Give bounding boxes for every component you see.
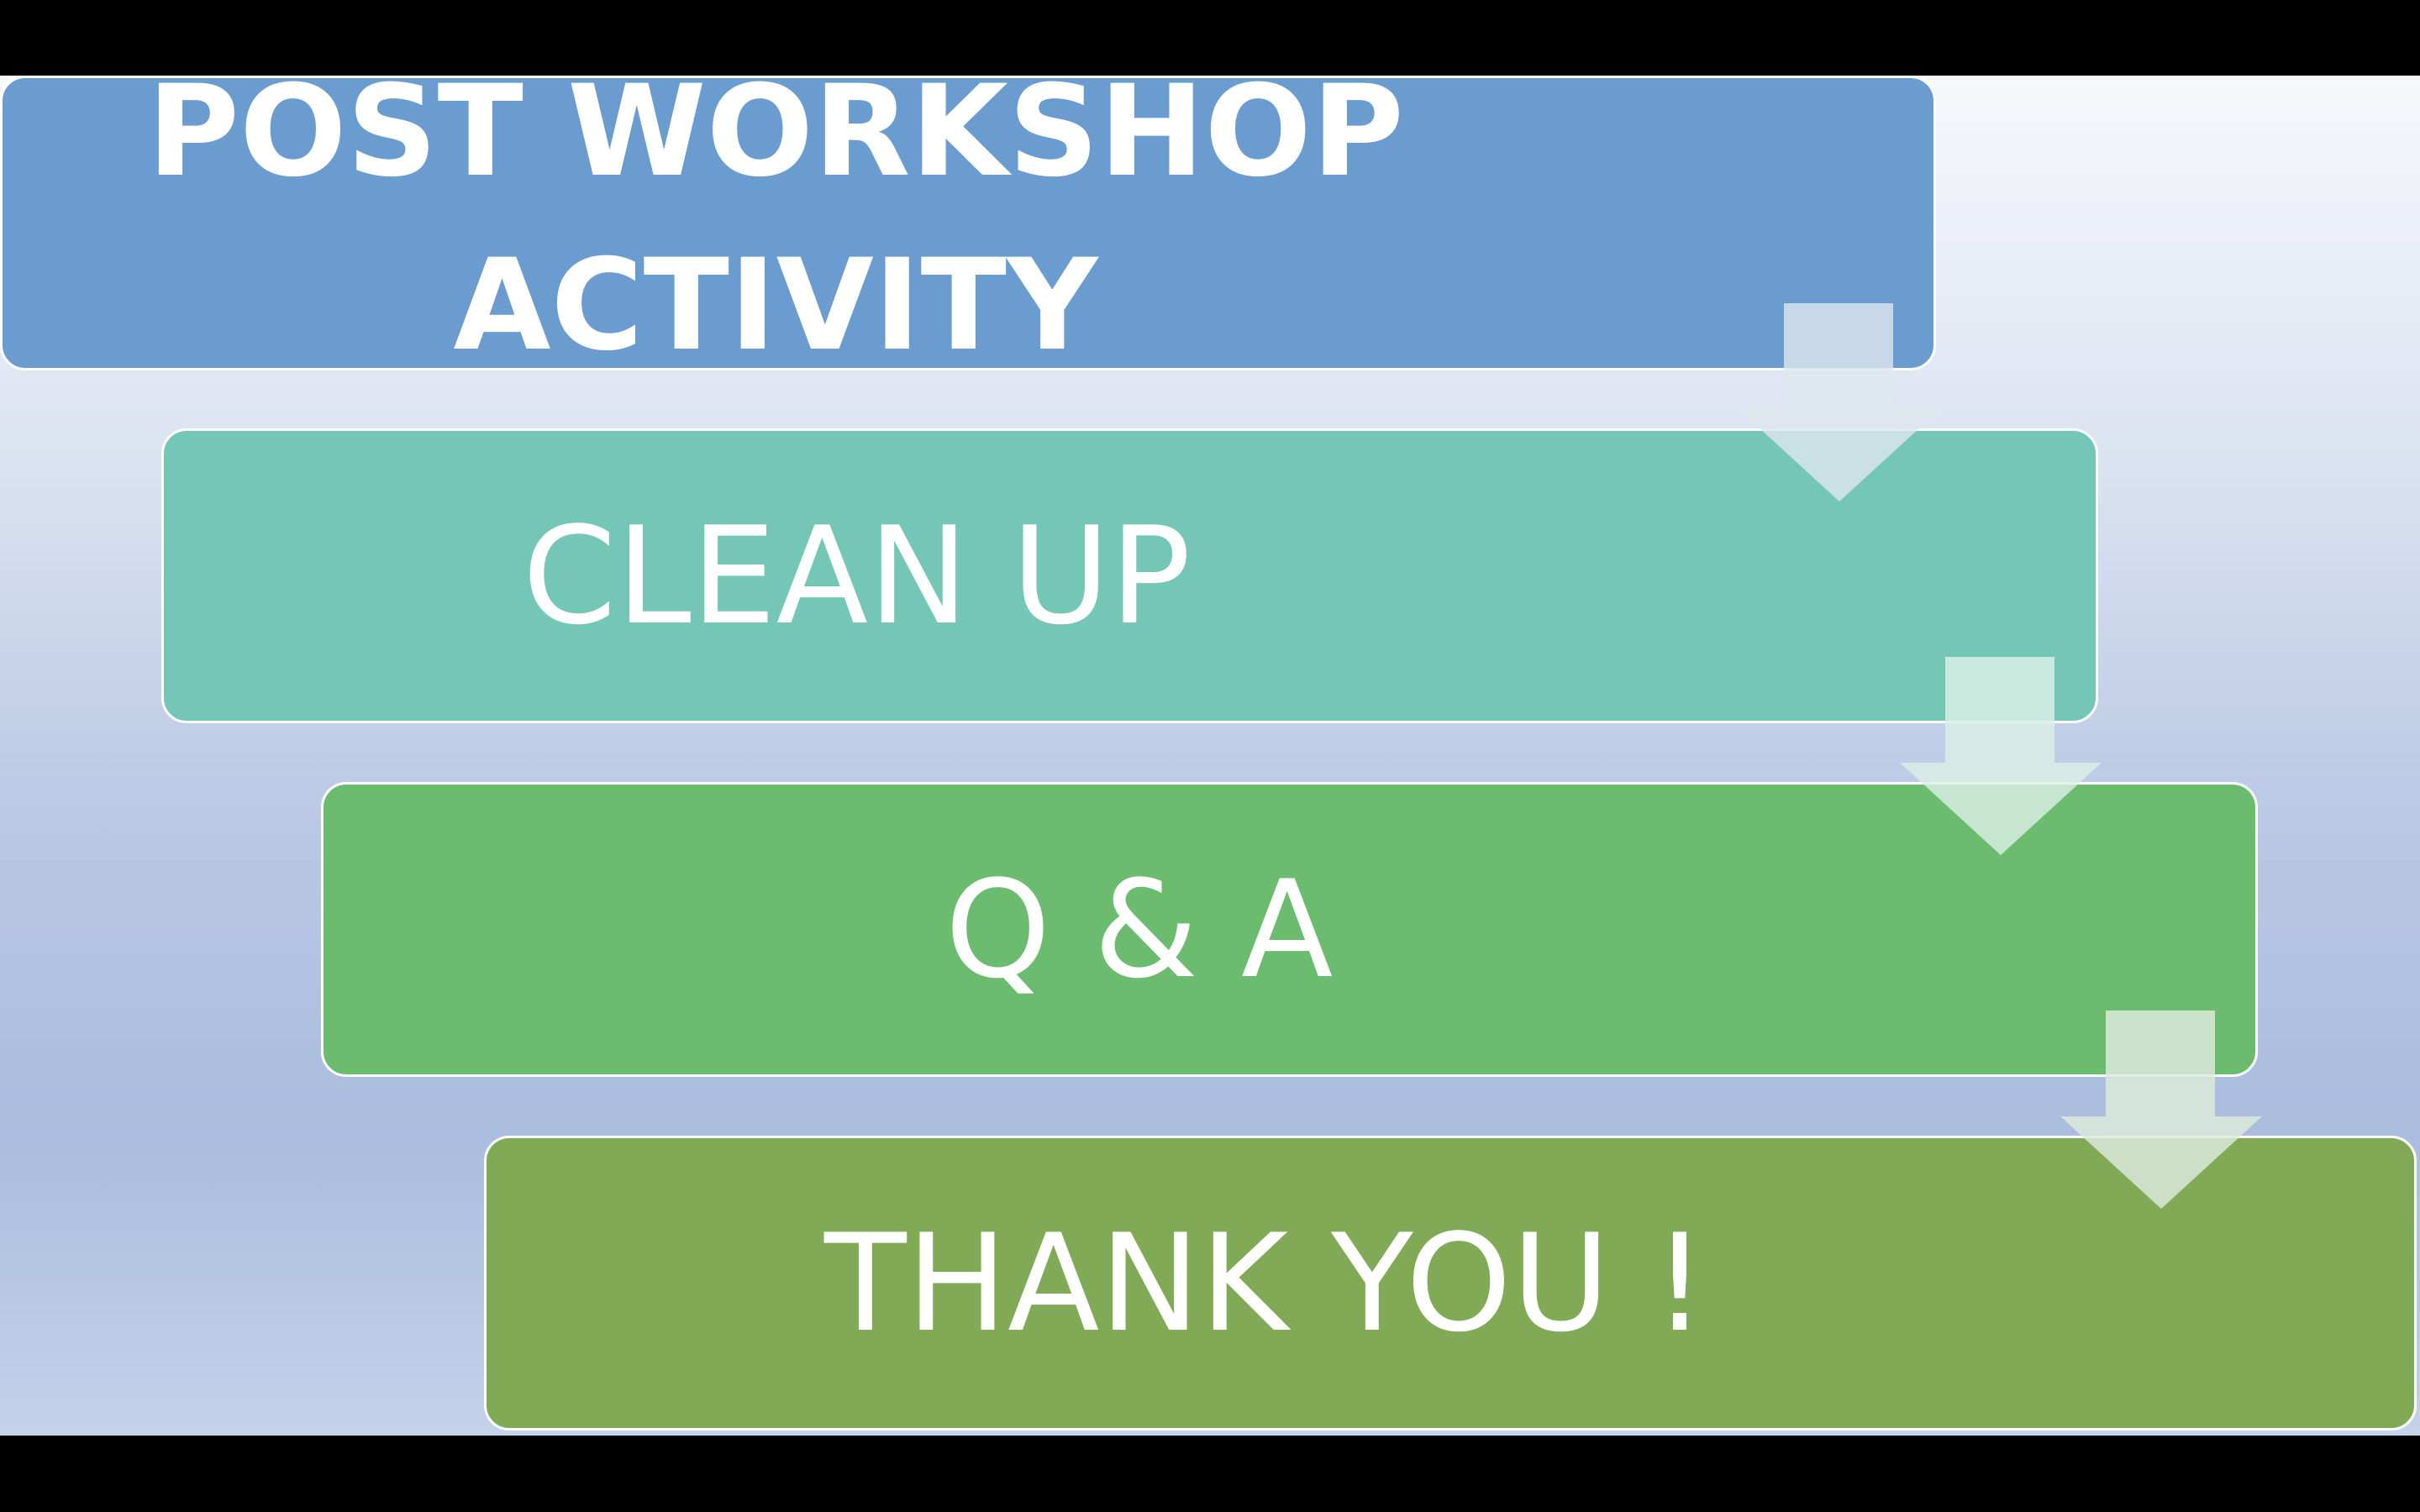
arrow-down-icon — [1739, 303, 1940, 501]
step-label: POST WORKSHOP ACTIVITY — [147, 76, 1404, 379]
arrow-down-icon — [1900, 657, 2102, 855]
step-q-and-a: Q & A — [321, 782, 2258, 1077]
step-label: Q & A — [944, 851, 1334, 1008]
diagram-slide: POST WORKSHOP ACTIVITY CLEAN UP Q & A TH… — [0, 76, 2420, 1436]
step-label: CLEAN UP — [522, 497, 1192, 654]
step-thank-you: THANK YOU ! — [484, 1136, 2417, 1431]
step-label: THANK YOU ! — [824, 1205, 1707, 1362]
step-post-workshop-activity: POST WORKSHOP ACTIVITY — [0, 76, 1936, 379]
arrow-down-icon — [2060, 1011, 2262, 1209]
step-clean-up: CLEAN UP — [161, 428, 2098, 723]
